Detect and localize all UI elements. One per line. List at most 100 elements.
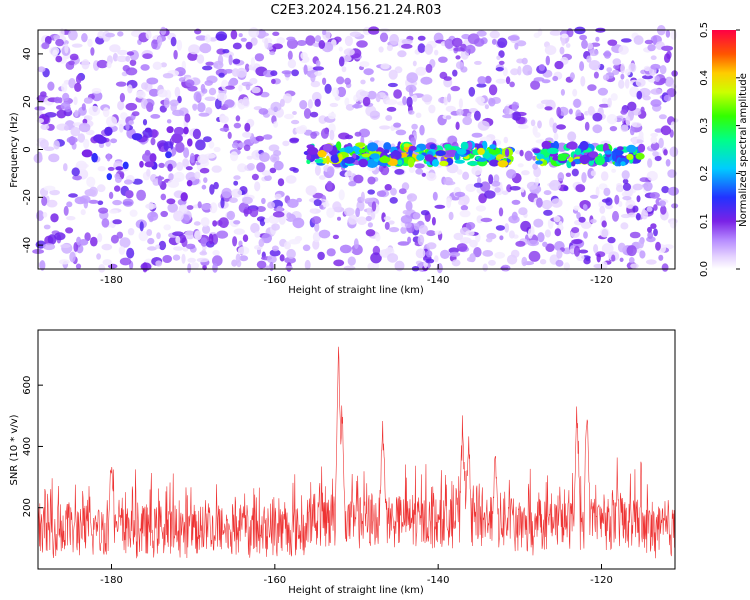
heatmap-cell [590, 170, 597, 177]
heatmap-cell [344, 134, 354, 140]
heatmap-cell [595, 155, 605, 166]
heatmap-cell [201, 184, 207, 190]
heatmap-cell [276, 37, 286, 45]
heatmap-cell [549, 117, 555, 128]
snr-y-ticks: 200 400 600 [22, 376, 43, 517]
heatmap-cell [476, 30, 487, 37]
heatmap-cell [273, 150, 282, 157]
heatmap-cell [443, 76, 452, 81]
heatmap-cell [273, 160, 284, 171]
heatmap-cell [229, 197, 238, 203]
heatmap-cell [238, 142, 246, 148]
heatmap-cell [635, 152, 645, 160]
heatmap-cell [384, 221, 390, 230]
heatmap-cell [246, 163, 255, 171]
heatmap-cell [415, 112, 422, 119]
heatmap-cell [256, 162, 266, 173]
heatmap-cell [68, 60, 75, 66]
heatmap-cell [84, 232, 91, 242]
heatmap-cell [532, 148, 541, 154]
heatmap-cell [287, 198, 299, 208]
heatmap-cell [532, 163, 538, 170]
heatmap-cell [202, 224, 211, 234]
heatmap-cell [386, 106, 397, 112]
heatmap-cell [489, 144, 497, 150]
heatmap-cell [128, 120, 135, 125]
heatmap-cell [237, 163, 247, 173]
heatmap-cell [587, 42, 594, 50]
heatmap-cell [46, 199, 58, 208]
heatmap-cell [589, 194, 599, 199]
heatmap-cell [369, 110, 381, 120]
heatmap-cell [186, 205, 194, 210]
heatmap-cell [312, 66, 325, 71]
heatmap-cell [420, 76, 433, 85]
heatmap-cell [237, 246, 250, 255]
heatmap-cell [400, 226, 407, 234]
heatmap-cell [669, 146, 679, 158]
heatmap-cell [69, 53, 79, 61]
heatmap-cell [348, 214, 358, 225]
heatmap-cell [227, 131, 232, 139]
colorbar-tick-label: 0.1 [699, 213, 710, 229]
heatmap-cell [343, 265, 356, 271]
heatmap-cell [380, 63, 390, 70]
heatmap-cell [310, 80, 321, 88]
heatmap-cell [456, 108, 464, 116]
heatmap-cell [315, 60, 321, 67]
heatmap-cell [109, 44, 121, 53]
heatmap-cell [505, 148, 510, 158]
heatmap-cell [250, 57, 255, 67]
heatmap-cell [163, 97, 170, 109]
heatmap-cell [474, 60, 482, 65]
heatmap-cell [157, 175, 162, 187]
heatmap-cell [541, 199, 553, 210]
heatmap-cell [582, 204, 588, 210]
heatmap-cell [620, 109, 628, 115]
heatmap-cell [465, 222, 476, 230]
heatmap-cell [110, 234, 119, 244]
heatmap-cell [287, 50, 293, 61]
heatmap-cell [243, 144, 251, 152]
heatmap-cell [379, 125, 391, 130]
heatmap-cell [445, 105, 456, 113]
heatmap-cell [70, 126, 81, 137]
heatmap-cell [446, 163, 459, 174]
heatmap-cell [408, 110, 415, 115]
heatmap-cell [302, 244, 311, 252]
heatmap-cell [39, 260, 46, 271]
heatmap-cell [245, 83, 251, 91]
heatmap-cell [217, 92, 227, 102]
heatmap-cell [632, 183, 643, 191]
heatmap-cell [370, 77, 375, 82]
heatmap-cell [387, 253, 399, 263]
heatmap-cell [462, 116, 473, 126]
heatmap-cell [389, 197, 398, 204]
heatmap-cell [488, 259, 496, 266]
heatmap-cell [270, 70, 278, 77]
heatmap-cell [72, 175, 82, 181]
heatmap-cell [455, 55, 461, 60]
heatmap-cell [626, 144, 637, 153]
heatmap-cell [263, 217, 270, 224]
heatmap-cell [370, 153, 380, 160]
heatmap-cell [447, 93, 452, 103]
heatmap-cell [595, 36, 600, 42]
heatmap-cell [160, 210, 168, 218]
heatmap-cell [416, 154, 425, 161]
heatmap-cell [220, 197, 225, 209]
heatmap-cell [331, 87, 339, 98]
heatmap-cell [73, 96, 78, 106]
heatmap-cell [242, 196, 253, 205]
figure-title: C2E3.2024.156.21.24.R03 [270, 3, 441, 18]
heatmap-cell [163, 224, 171, 231]
heatmap-cell [238, 33, 243, 38]
heatmap-cell [611, 168, 617, 173]
heatmap-cell [552, 75, 559, 82]
heatmap-cell [129, 59, 137, 66]
heatmap-cell [414, 163, 425, 169]
heatmap-cell [282, 93, 293, 104]
heatmap-cell [224, 99, 235, 108]
heatmap-cell [208, 233, 214, 245]
